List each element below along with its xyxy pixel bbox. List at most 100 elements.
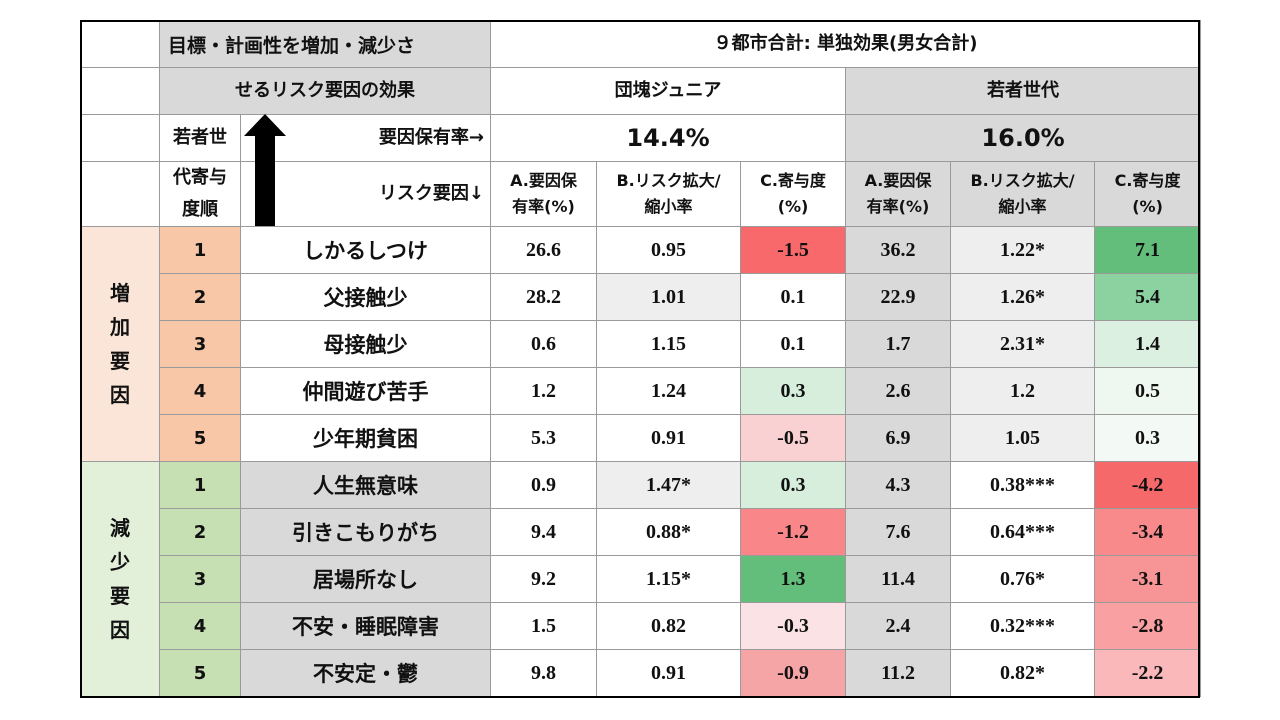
group-a-prevalence-cell: 9.4	[490, 508, 598, 556]
group-a-risk-ratio-cell: 1.24	[596, 367, 742, 415]
side-label-char: 因	[110, 618, 130, 642]
col-header-line: C.寄与度	[760, 171, 826, 190]
col-header-line: A.要因保	[864, 171, 932, 190]
group-b-prevalence-cell: 22.9	[845, 273, 952, 321]
table-row: 2 父接触少 28.2 1.01 0.1 22.9 1.26* 5.4	[81, 273, 1202, 321]
group-b-rate: 16.0%	[845, 114, 1202, 162]
rank-cell: 2	[159, 273, 241, 321]
rank-cell: 5	[159, 649, 241, 697]
col-header-line: B.リスク拡大/	[970, 171, 1075, 190]
summary-header: ９都市合計: 単独効果(男女合計)	[490, 20, 1202, 68]
group-b-risk-ratio-cell: 0.64***	[950, 508, 1096, 556]
group-b-header: 若者世代	[845, 67, 1202, 115]
group-a-contribution-cell: 0.1	[740, 320, 847, 368]
factor-cell: 父接触少	[239, 273, 492, 321]
group-a-risk-ratio-cell: 0.88*	[596, 508, 742, 556]
col-b-header-a: A.要因保有率(%)	[845, 161, 952, 227]
group-b-prevalence-cell: 2.6	[845, 367, 952, 415]
col-b-header-c: C.寄与度 (%)	[1094, 161, 1202, 227]
group-a-contribution-cell: -0.3	[740, 602, 847, 650]
group-a-prevalence-cell: 1.2	[490, 367, 598, 415]
group-a-risk-ratio-cell: 1.01	[596, 273, 742, 321]
group-b-contribution-cell: 5.4	[1094, 273, 1202, 321]
col-header-line: 有率(%)	[866, 197, 930, 216]
side-label-char: 増	[110, 281, 130, 305]
table-row: 5 不安定・鬱 9.8 0.91 -0.9 11.2 0.82* -2.2	[81, 649, 1202, 697]
group-a-contribution-cell: 1.3	[740, 555, 847, 603]
group-b-risk-ratio-cell: 0.32***	[950, 602, 1096, 650]
increase-factors-label: 増加要因	[80, 226, 160, 462]
group-a-risk-ratio-cell: 1.15	[596, 320, 742, 368]
group-b-risk-ratio-cell: 1.26*	[950, 273, 1096, 321]
corner-blank-4	[80, 161, 160, 227]
group-b-contribution-cell: 7.1	[1094, 226, 1202, 274]
table-row: 4 不安・睡眠障害 1.5 0.82 -0.3 2.4 0.32*** -2.8	[81, 602, 1202, 650]
group-a-risk-ratio-cell: 0.82	[596, 602, 742, 650]
side-label-char: 少	[110, 550, 130, 574]
group-a-risk-ratio-cell: 1.15*	[596, 555, 742, 603]
col-header-line: A.要因保	[510, 171, 577, 190]
rank-label-bottom: 代寄与 度順	[159, 161, 241, 227]
rank-cell: 4	[159, 602, 241, 650]
group-a-prevalence-cell: 28.2	[490, 273, 598, 321]
group-b-risk-ratio-cell: 0.38***	[950, 461, 1096, 509]
up-arrow-icon	[244, 114, 286, 226]
group-b-prevalence-cell: 7.6	[845, 508, 952, 556]
group-a-prevalence-cell: 9.8	[490, 649, 598, 697]
group-a-contribution-cell: 0.3	[740, 461, 847, 509]
group-a-contribution-cell: -1.2	[740, 508, 847, 556]
group-b-contribution-cell: -3.4	[1094, 508, 1202, 556]
rank-cell: 1	[159, 461, 241, 509]
col-a-header-a: A.要因保 有率(%)	[490, 161, 598, 227]
rank-label-top: 若者世	[159, 114, 241, 162]
corner-blank-1	[80, 20, 160, 68]
col-a-header-b: B.リスク拡大/縮小率	[596, 161, 742, 227]
group-b-prevalence-cell: 11.2	[845, 649, 952, 697]
group-a-risk-ratio-cell: 1.47*	[596, 461, 742, 509]
group-a-rate: 14.4%	[490, 114, 847, 162]
table-row: 4 仲間遊び苦手 1.2 1.24 0.3 2.6 1.2 0.5	[81, 367, 1202, 415]
factor-label: リスク要因↓	[378, 183, 485, 204]
col-header-line: B.リスク拡大/	[616, 171, 721, 190]
group-b-prevalence-cell: 2.4	[845, 602, 952, 650]
rank-cell: 1	[159, 226, 241, 274]
group-b-risk-ratio-cell: 1.22*	[950, 226, 1096, 274]
group-b-contribution-cell: -3.1	[1094, 555, 1202, 603]
group-a-header: 団塊ジュニア	[490, 67, 847, 115]
table-row: 減少要因 1 人生無意味 0.9 1.47* 0.3 4.3 0.38*** -4.2	[80, 461, 1202, 697]
group-a-risk-ratio-cell: 0.91	[596, 414, 742, 462]
table-body: 増加要因 1 しかるしつけ 26.6 0.95 -1.5 36.2 1.22* 7.1 2 父接触少…	[80, 226, 1202, 697]
factor-cell: 不安定・鬱	[239, 649, 492, 697]
side-label-char: 要	[110, 349, 130, 373]
rank-cell: 5	[159, 414, 241, 462]
factor-cell: しかるしつけ	[239, 226, 492, 274]
group-b-risk-ratio-cell: 0.76*	[950, 555, 1096, 603]
col-header-line: C.寄与度	[1114, 171, 1181, 190]
table-title-line1: 目標・計画性を増加・減少さ	[158, 20, 492, 68]
group-a-contribution-cell: -0.5	[740, 414, 847, 462]
group-a-risk-ratio-cell: 0.91	[596, 649, 742, 697]
group-b-prevalence-cell: 36.2	[845, 226, 952, 274]
factor-cell: 人生無意味	[239, 461, 492, 509]
factor-cell: 仲間遊び苦手	[239, 367, 492, 415]
factor-cell: 不安・睡眠障害	[239, 602, 492, 650]
corner-blank-2	[80, 67, 160, 115]
factor-cell: 少年期貧困	[239, 414, 492, 462]
group-a-contribution-cell: -0.9	[740, 649, 847, 697]
table-row: 3 母接触少 0.6 1.15 0.1 1.7 2.31* 1.4	[81, 320, 1202, 368]
side-label-char: 因	[110, 383, 130, 407]
side-label-char: 要	[110, 584, 130, 608]
group-b-contribution-cell: 0.5	[1094, 367, 1202, 415]
group-a-prevalence-cell: 9.2	[490, 555, 598, 603]
rank-cell: 3	[159, 555, 241, 603]
rank-label-line2: 代寄与	[173, 167, 227, 188]
risk-factor-table: 目標・計画性を増加・減少さ ９都市合計: 単独効果(男女合計) せるリスク要因の…	[80, 20, 1202, 697]
group-a-prevalence-cell: 1.5	[490, 602, 598, 650]
group-b-prevalence-cell: 4.3	[845, 461, 952, 509]
factor-cell: 引きこもりがち	[239, 508, 492, 556]
col-header-line: (%)	[777, 197, 809, 216]
group-b-contribution-cell: 0.3	[1094, 414, 1202, 462]
decrease-factors-label: 減少要因	[80, 461, 160, 697]
group-b-prevalence-cell: 1.7	[845, 320, 952, 368]
col-a-header-c: C.寄与度 (%)	[740, 161, 847, 227]
